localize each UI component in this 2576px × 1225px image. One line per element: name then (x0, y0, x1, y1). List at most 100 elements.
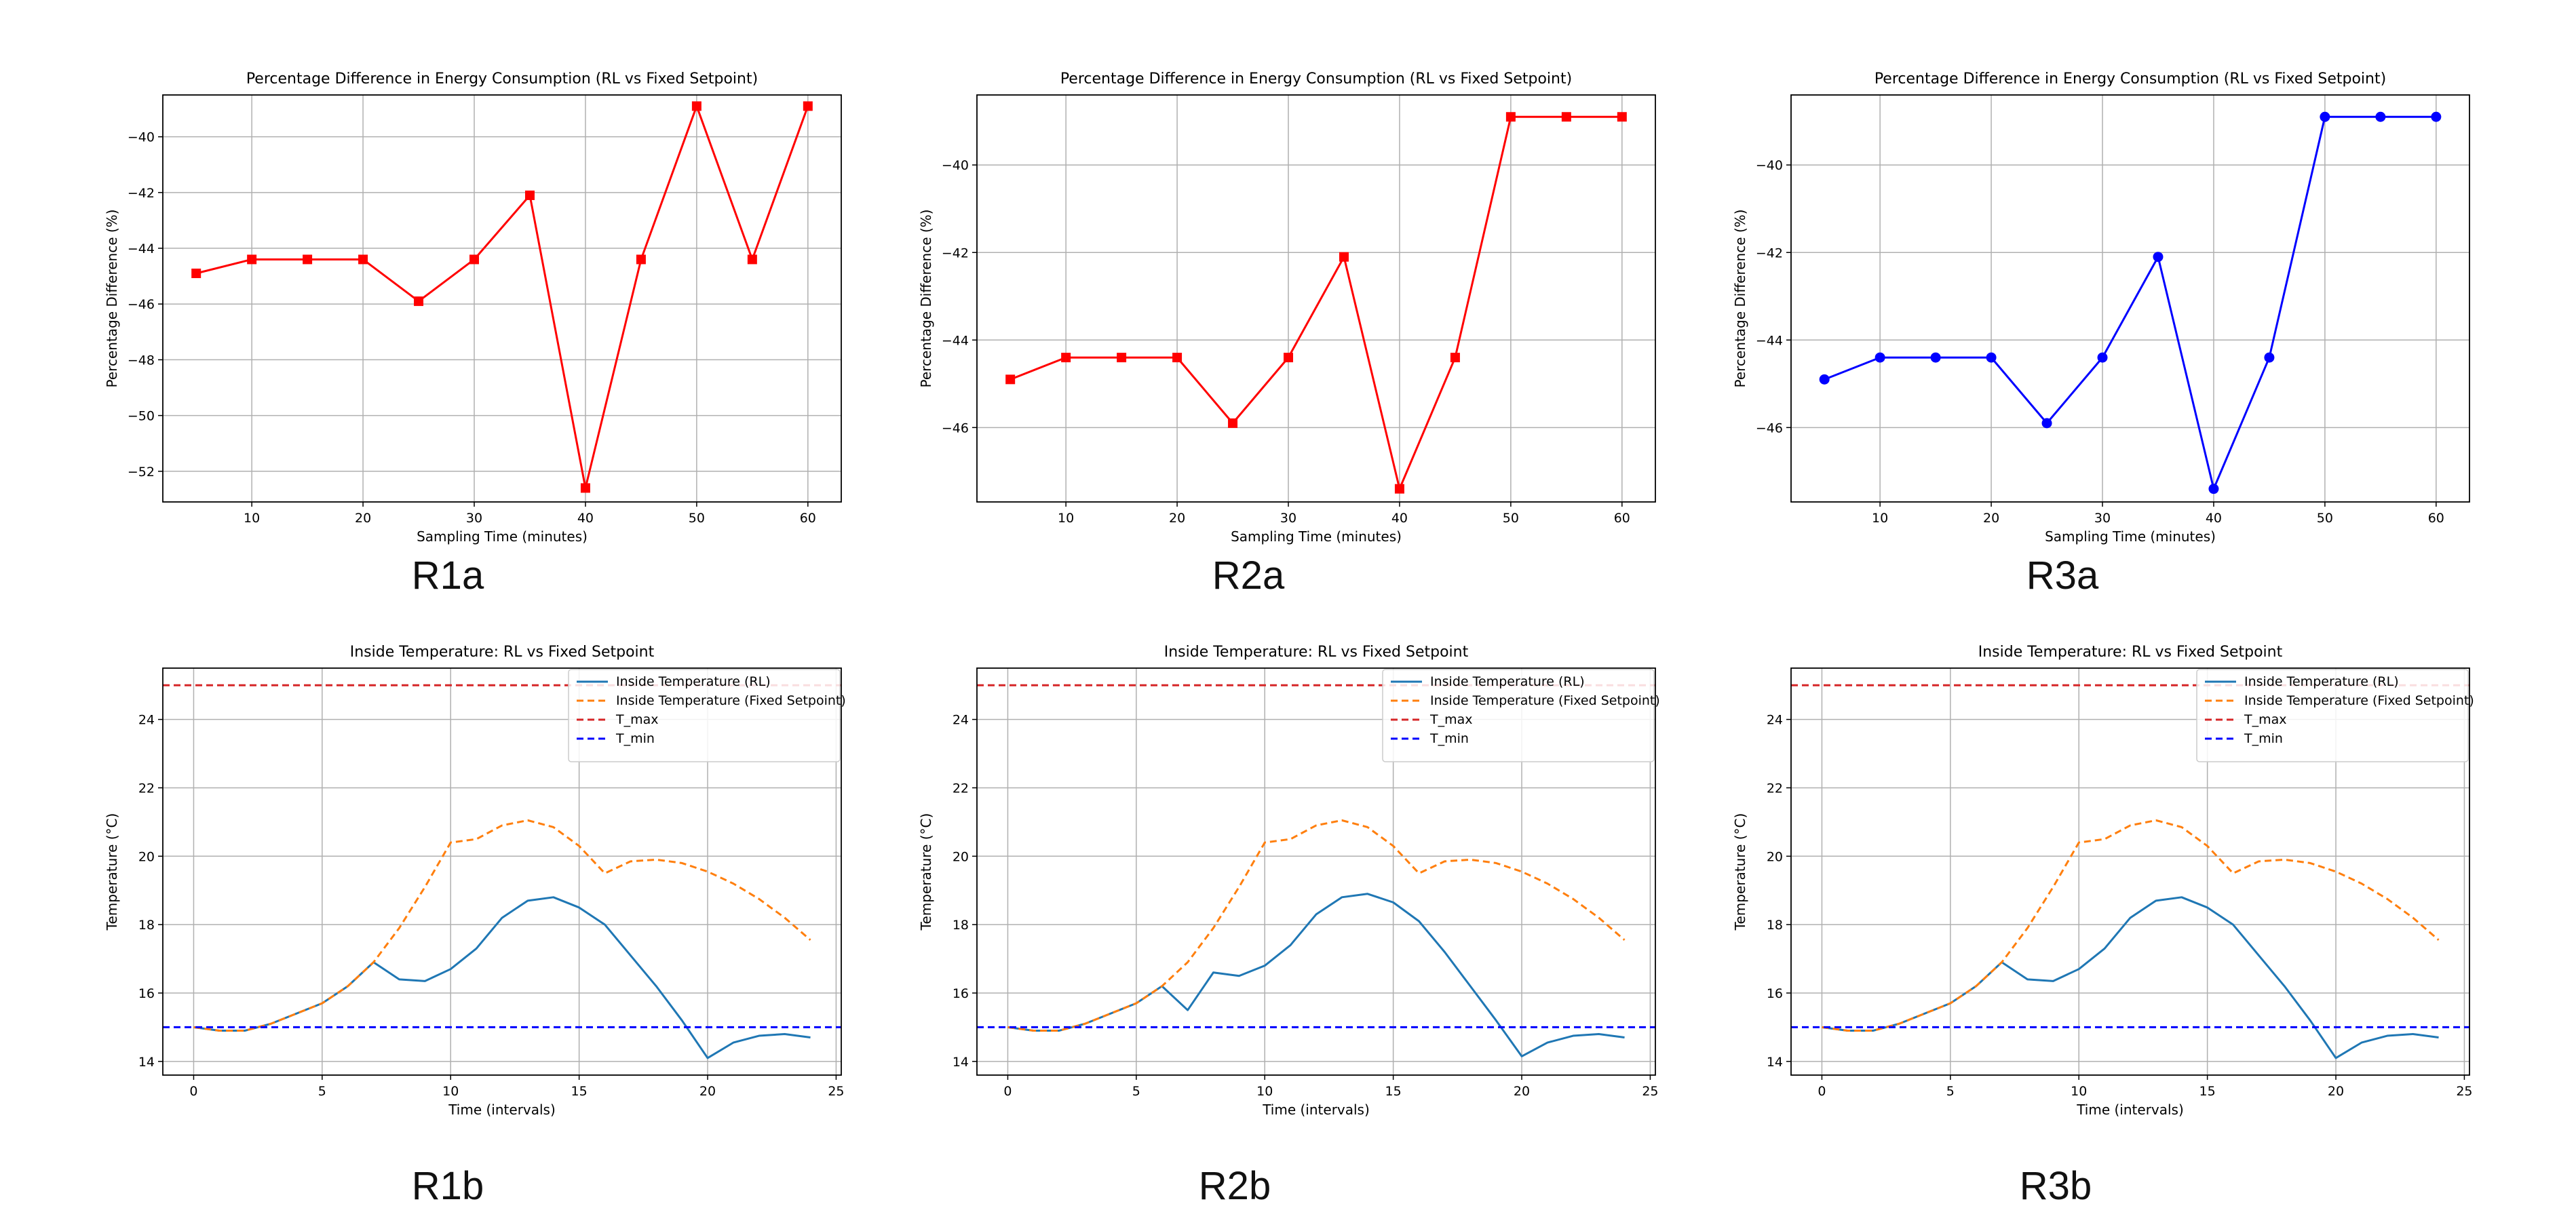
chart-r1b: Inside Temperature: RL vs Fixed Setpoint… (102, 638, 855, 1126)
y-tick-label: −42 (128, 186, 155, 201)
data-point (2264, 352, 2275, 363)
x-tick-label: 60 (800, 511, 816, 526)
x-tick-label: 50 (1503, 511, 1519, 526)
x-tick-label: 15 (571, 1084, 588, 1099)
plot-area (195, 104, 809, 489)
series-line-0 (1822, 896, 2439, 1059)
legend-box (1382, 669, 1655, 762)
series-line-0 (195, 104, 809, 489)
x-tick-label: 20 (699, 1084, 716, 1099)
data-point (580, 483, 590, 493)
plot-area (1791, 684, 2469, 1059)
y-tick-label: −44 (1756, 333, 1783, 348)
y-axis-label: Percentage Difference (%) (104, 210, 120, 388)
y-tick-label: 14 (953, 1055, 969, 1070)
x-tick-label: 30 (2094, 511, 2111, 526)
x-tick-label: 10 (1058, 511, 1074, 526)
y-tick-label: 18 (138, 918, 155, 933)
plot-area (1010, 115, 1622, 490)
x-tick-label: 5 (318, 1084, 326, 1099)
x-tick-label: 10 (1256, 1084, 1273, 1099)
legend-label: T_min (2244, 731, 2283, 746)
x-tick-label: 30 (1280, 511, 1296, 526)
y-tick-label: 16 (1767, 986, 1783, 1001)
caption-r3a: R3a (2026, 553, 2099, 598)
y-tick-label: 22 (1767, 781, 1783, 796)
data-point (1172, 353, 1183, 363)
axes-frame (976, 94, 1656, 503)
x-tick-label: 5 (1132, 1084, 1140, 1099)
data-point (469, 254, 480, 265)
data-point (2041, 418, 2052, 429)
y-axis-label: Percentage Difference (%) (918, 210, 934, 388)
y-tick-label: 14 (138, 1055, 155, 1070)
y-tick-label: 22 (953, 781, 969, 796)
legend-label: Inside Temperature (Fixed Setpoint) (2244, 693, 2474, 708)
series-line-1 (1007, 819, 1626, 1032)
data-point (303, 254, 313, 265)
x-tick-label: 25 (2456, 1084, 2472, 1099)
y-tick-label: 18 (1767, 918, 1783, 933)
y-tick-label: −50 (128, 409, 155, 424)
data-point (1284, 353, 1294, 363)
x-tick-label: 60 (1614, 511, 1630, 526)
chart-title: Inside Temperature: RL vs Fixed Setpoint (1164, 644, 1469, 661)
series-line-0 (1010, 115, 1622, 490)
x-tick-label: 20 (355, 511, 371, 526)
legend-label: Inside Temperature (RL) (1430, 674, 1585, 689)
data-point (1819, 374, 1830, 385)
series-line-0 (1007, 893, 1625, 1057)
legend-box (568, 669, 841, 762)
data-point (803, 101, 813, 111)
y-axis-label: Temperature (°C) (918, 813, 934, 931)
caption-r1b: R1b (411, 1164, 484, 1208)
x-tick-label: 20 (1169, 511, 1185, 526)
x-tick-label: 40 (2206, 511, 2222, 526)
data-point (1005, 374, 1016, 385)
x-tick-label: 50 (689, 511, 705, 526)
x-axis-label: Sampling Time (minutes) (1231, 528, 1402, 545)
chart-title: Percentage Difference in Energy Consumpt… (1875, 71, 2386, 88)
chart-r3b: Inside Temperature: RL vs Fixed Setpoint… (1730, 638, 2483, 1126)
data-point (691, 101, 701, 111)
caption-r2b: R2b (1198, 1164, 1271, 1208)
data-point (1228, 418, 1238, 428)
legend-label: T_min (615, 731, 655, 746)
y-tick-label: −46 (128, 297, 155, 312)
y-tick-label: −44 (942, 333, 969, 348)
chart-r2b: Inside Temperature: RL vs Fixed Setpoint… (916, 638, 1669, 1126)
y-tick-label: 14 (1767, 1055, 1783, 1070)
data-point (1450, 353, 1460, 363)
chart-r1a-svg: Percentage Difference in Energy Consumpt… (104, 71, 842, 545)
y-tick-label: 16 (953, 986, 969, 1001)
y-tick-label: 20 (953, 849, 969, 864)
caption-r1a: R1a (411, 553, 484, 598)
x-tick-label: 20 (2328, 1084, 2344, 1099)
x-tick-label: 30 (466, 511, 482, 526)
chart-r2a-svg: Percentage Difference in Energy Consumpt… (918, 71, 1656, 545)
data-point (1061, 353, 1071, 363)
data-point (1394, 484, 1404, 494)
x-tick-label: 40 (577, 511, 594, 526)
legend-label: Inside Temperature (RL) (616, 674, 771, 689)
y-tick-label: 24 (953, 713, 969, 728)
data-point (2153, 252, 2164, 262)
y-tick-label: 16 (138, 986, 155, 1001)
legend-box (2196, 669, 2469, 762)
legend-label: T_max (615, 712, 659, 727)
chart-title: Inside Temperature: RL vs Fixed Setpoint (350, 644, 655, 661)
y-tick-label: −42 (942, 246, 969, 260)
axes-frame (162, 94, 842, 503)
y-tick-label: −40 (942, 158, 969, 173)
y-tick-label: 24 (1767, 713, 1783, 728)
data-point (1505, 112, 1516, 122)
x-tick-label: 10 (244, 511, 260, 526)
chart-r3a-svg: Percentage Difference in Energy Consumpt… (1732, 71, 2470, 545)
data-point (2097, 352, 2108, 363)
axes-frame (162, 667, 842, 1076)
chart-title: Percentage Difference in Energy Consumpt… (246, 71, 758, 88)
data-point (747, 254, 757, 265)
data-point (1561, 112, 1571, 122)
y-tick-label: −40 (1756, 158, 1783, 173)
x-axis-label: Sampling Time (minutes) (2045, 528, 2216, 545)
